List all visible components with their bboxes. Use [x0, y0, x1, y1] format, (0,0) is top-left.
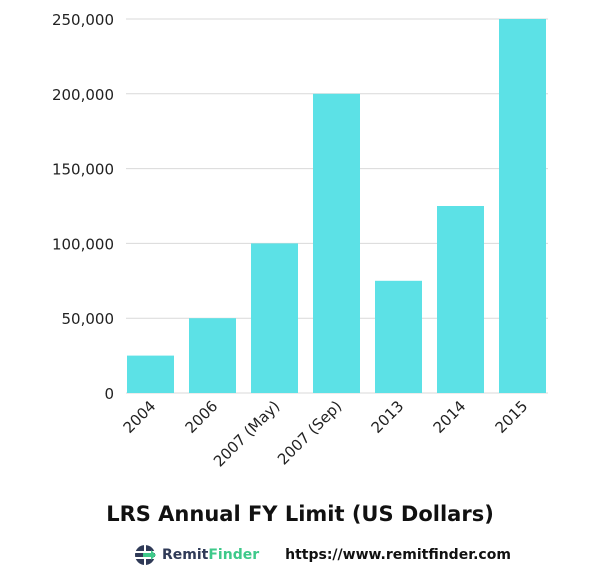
x-tick-label: 2013: [368, 397, 408, 437]
x-tick-label: 2006: [182, 397, 222, 437]
logo-text-remit: Remit: [162, 547, 209, 563]
x-tick-label: 2004: [120, 397, 160, 437]
x-tick-label: 2015: [492, 397, 532, 437]
remitfinder-logo: Remit Finder: [134, 544, 259, 566]
bar: [437, 206, 484, 393]
x-tick-label: 2007 (Sep): [274, 397, 345, 468]
website-url[interactable]: https://www.remitfinder.com: [285, 547, 511, 563]
x-tick-label: 2014: [430, 397, 470, 437]
bar: [189, 318, 236, 393]
y-tick-label: 50,000: [62, 310, 115, 328]
bar: [499, 19, 546, 393]
globe-arrow-icon: [135, 545, 156, 565]
y-tick-label: 0: [104, 385, 114, 403]
bar: [375, 280, 422, 393]
chart-title: LRS Annual FY Limit (US Dollars): [106, 502, 494, 526]
footer: Remit Finder https://www.remitfinder.com: [134, 544, 511, 566]
y-tick-label: 200,000: [52, 86, 114, 104]
bar: [127, 355, 174, 393]
y-tick-label: 150,000: [52, 161, 114, 179]
x-tick-label: 2007 (May): [210, 397, 283, 470]
bar-chart: 0 50,000 100,000 150,000 200,000 250,000 2004 2…: [52, 11, 548, 470]
y-tick-label: 250,000: [52, 11, 114, 29]
bar: [251, 243, 298, 393]
bar: [313, 93, 360, 394]
logo-text-finder: Finder: [208, 547, 260, 563]
y-tick-label: 100,000: [52, 235, 114, 253]
